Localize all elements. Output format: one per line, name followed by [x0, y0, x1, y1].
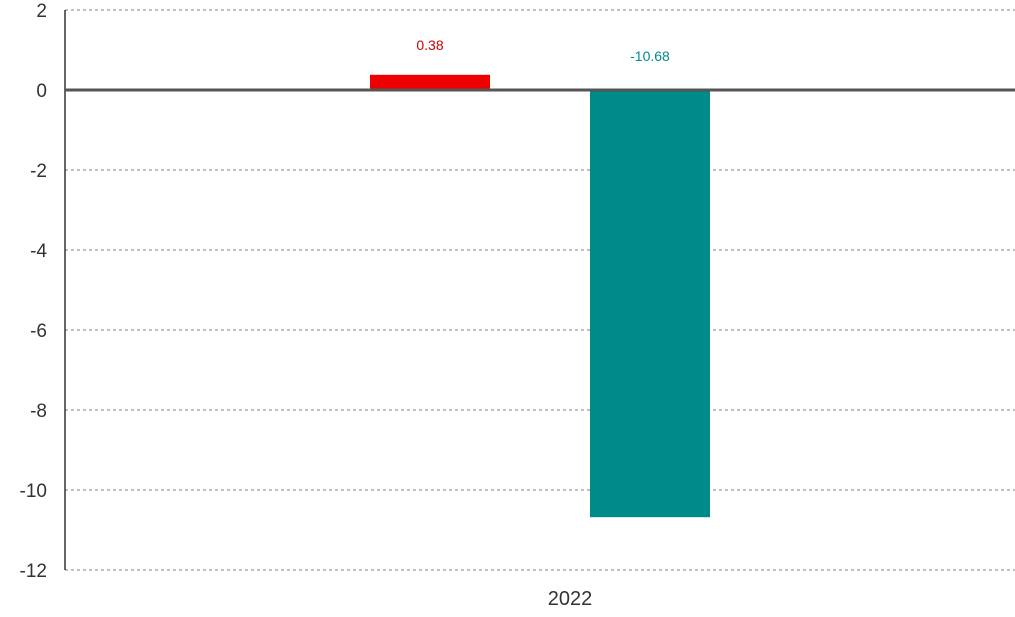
- y-tick-label: 0: [36, 81, 47, 102]
- data-label: 0.38: [416, 37, 443, 53]
- data-label: -10.68: [630, 48, 670, 64]
- bar: [370, 74, 490, 90]
- y-tick-label: -6: [30, 321, 47, 342]
- y-tick-label: -12: [20, 561, 47, 582]
- y-tick-label: -2: [30, 161, 47, 182]
- y-tick-labels: 2 0 -2 -4 -6 -8 -10 -12: [20, 1, 48, 582]
- y-tick-label: 2: [36, 1, 47, 22]
- grid-lines: [65, 9, 1015, 571]
- x-tick-label: 2022: [548, 588, 593, 610]
- x-tick-labels: 2022: [548, 588, 593, 610]
- y-tick-label: -10: [20, 481, 47, 502]
- y-tick-label: -4: [30, 241, 47, 262]
- y-tick-label: -8: [30, 401, 47, 422]
- bars: [370, 74, 710, 518]
- bar: [590, 90, 710, 518]
- axes: [64, 10, 1015, 570]
- data-labels: 0.38 -10.68: [416, 37, 670, 64]
